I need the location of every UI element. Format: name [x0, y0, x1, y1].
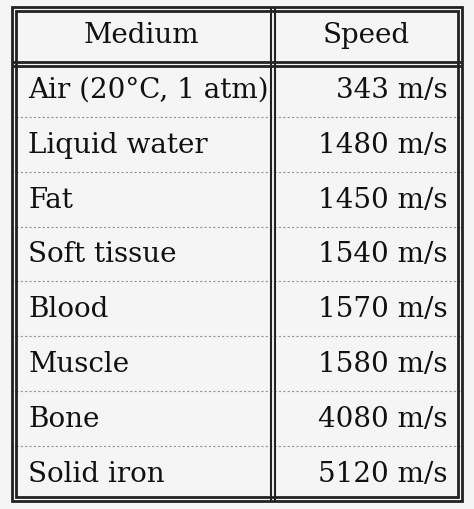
Text: Liquid water: Liquid water [28, 131, 208, 158]
Text: Speed: Speed [323, 21, 410, 48]
Text: Solid iron: Solid iron [28, 461, 165, 488]
Text: Soft tissue: Soft tissue [28, 241, 177, 268]
Text: 1450 m/s: 1450 m/s [319, 186, 448, 213]
Text: Medium: Medium [83, 21, 199, 48]
Text: Bone: Bone [28, 406, 100, 433]
Text: Blood: Blood [28, 296, 109, 323]
Text: 1480 m/s: 1480 m/s [319, 131, 448, 158]
Text: Muscle: Muscle [28, 351, 129, 378]
Text: Air (20°C, 1 atm): Air (20°C, 1 atm) [28, 76, 269, 103]
Text: 5120 m/s: 5120 m/s [319, 461, 448, 488]
Text: 4080 m/s: 4080 m/s [319, 406, 448, 433]
Text: 1570 m/s: 1570 m/s [319, 296, 448, 323]
Text: Fat: Fat [28, 186, 73, 213]
Text: 343 m/s: 343 m/s [337, 76, 448, 103]
Text: 1580 m/s: 1580 m/s [319, 351, 448, 378]
Text: 1540 m/s: 1540 m/s [319, 241, 448, 268]
